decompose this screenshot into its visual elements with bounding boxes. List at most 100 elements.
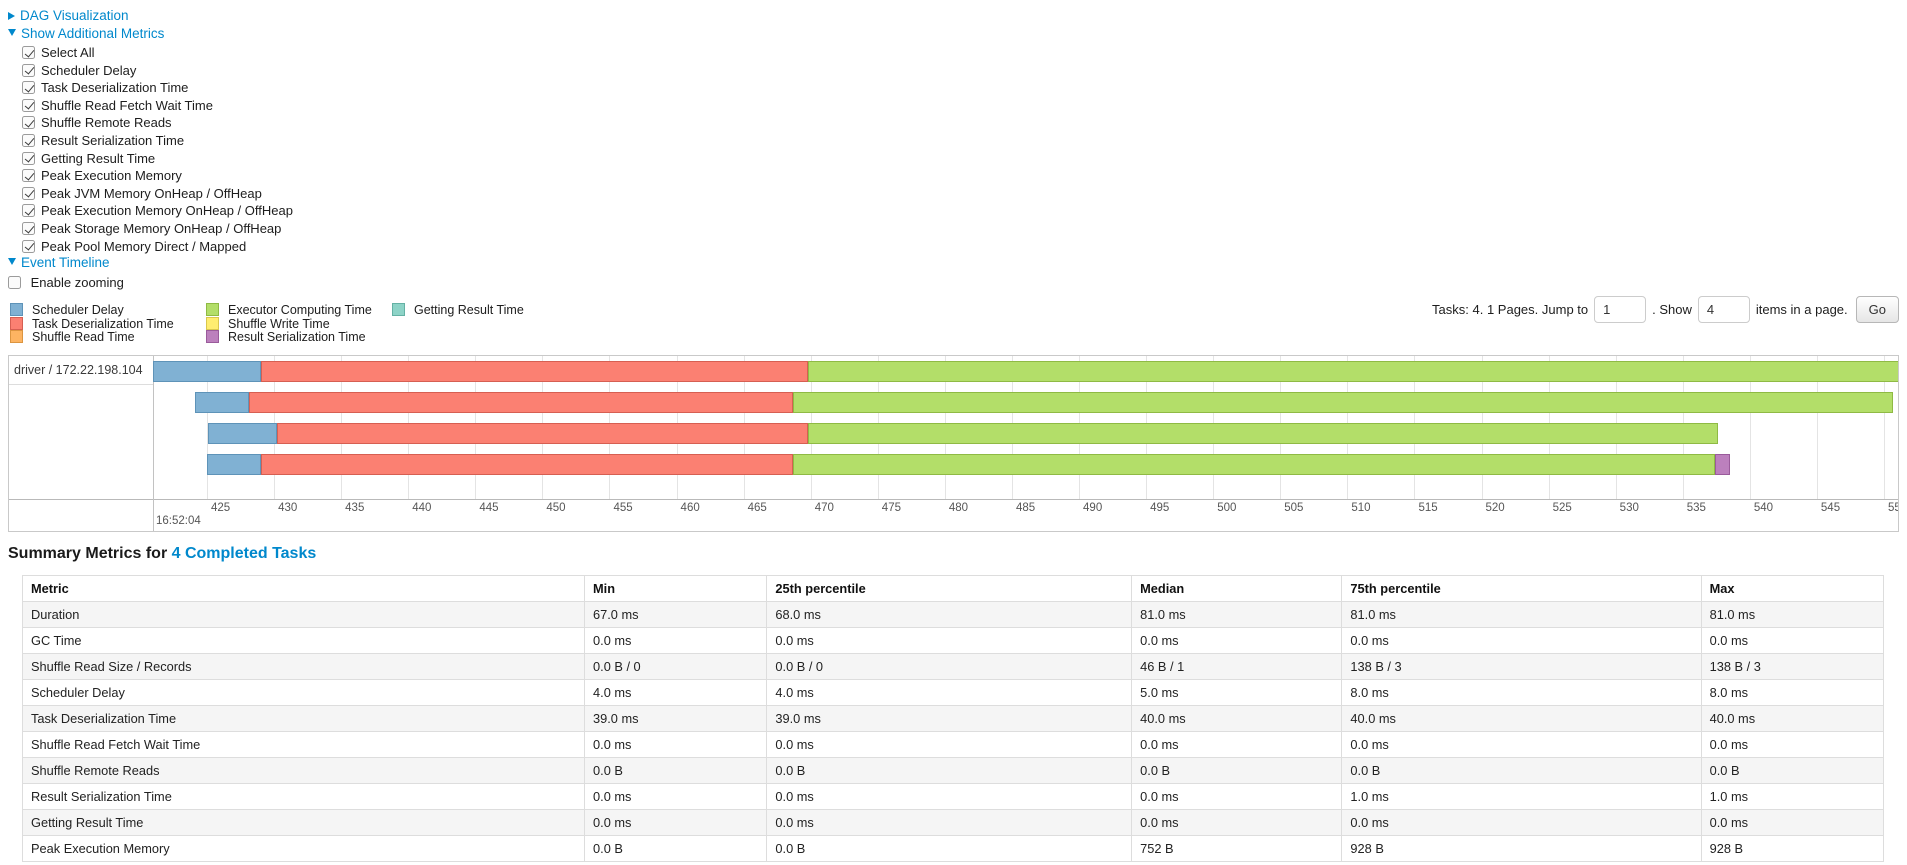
legend-swatch-icon	[392, 303, 405, 317]
jump-to-page-input[interactable]	[1594, 296, 1647, 324]
metric-option-peak-execution-memory-onheap-offheap[interactable]: Peak Execution Memory OnHeap / OffHeap	[22, 201, 1899, 219]
metric-checkbox-peak-execution-memory-onheap-offheap[interactable]	[22, 204, 35, 218]
enable-zooming-option[interactable]: Enable zooming	[8, 273, 1899, 290]
legend-label: Result Serialization Time	[228, 330, 366, 345]
legend-item-shuffle-read-time: Shuffle Read Time	[10, 330, 206, 344]
metric-row-scheduler-delay: Scheduler Delay 4.0 ms 4.0 ms 5.0 ms 8.0 ms 8…	[21, 679, 1885, 707]
task-bar-segment-task-deserialization	[260, 361, 809, 383]
metric-row-duration: Duration 67.0 ms 68.0 ms 81.0 ms 81.0 ms 81.0…	[21, 601, 1885, 629]
timeline-tick-label: 470	[814, 502, 834, 515]
metric-value-cell: 928 B	[1700, 835, 1885, 863]
show-additional-metrics-toggle[interactable]: Show Additional Metrics	[8, 25, 1899, 43]
metric-checkbox-shuffle-read-fetch-wait-time[interactable]	[22, 98, 35, 112]
metric-value-cell: 0.0 B	[766, 835, 1133, 863]
metric-checkbox-scheduler-delay[interactable]	[22, 63, 35, 77]
metric-value-cell: 81.0 ms	[1700, 601, 1885, 629]
legend-swatch-icon	[206, 330, 219, 344]
items-per-page-suffix: items in a page.	[1755, 302, 1848, 318]
expanded-arrow-icon	[8, 29, 16, 36]
metric-value-cell: 928 B	[1341, 835, 1702, 863]
metric-name-cell: Task Deserialization Time	[21, 705, 586, 733]
metric-checkbox-peak-execution-memory[interactable]	[22, 169, 35, 183]
metric-value-cell: 0.0 ms	[584, 731, 768, 759]
metric-checkbox-label: Result Serialization Time	[41, 132, 185, 148]
metric-value-cell: 0.0 ms	[1341, 627, 1702, 655]
metric-checkbox-shuffle-remote-reads[interactable]	[22, 116, 35, 130]
additional-metrics-checkbox-list: Select All Scheduler Delay Task Deserializ…	[22, 43, 1899, 254]
metric-value-cell: 0.0 B / 0	[584, 653, 768, 681]
metric-checkbox-peak-pool-memory-direct-mapped[interactable]	[22, 239, 35, 253]
summary-metrics-title-text: Summary Metrics for	[8, 545, 172, 563]
timeline-tick-label: 535	[1686, 502, 1706, 515]
timeline-gridline	[1749, 356, 1751, 500]
timeline-tick-label: 495	[1150, 502, 1170, 515]
metric-value-cell: 0.0 ms	[1700, 809, 1885, 837]
legend-item-task-deserialization-time: Task Deserialization Time	[10, 316, 206, 331]
metric-checkbox-peak-storage-memory-onheap-offheap[interactable]	[22, 222, 35, 235]
timeline-tick-label: 485	[1015, 502, 1036, 515]
summary-metrics-title: Summary Metrics for 4 Completed Tasks	[8, 545, 1899, 563]
dag-visualization-label: DAG Visualization	[20, 8, 129, 23]
metric-option-shuffle-read-fetch-wait-time[interactable]: Shuffle Read Fetch Wait Time	[22, 96, 1899, 114]
metric-checkbox-label: Shuffle Read Fetch Wait Time	[41, 97, 213, 113]
metric-value-cell: 4.0 ms	[584, 679, 768, 707]
task-bar-segment-executor-computing	[793, 392, 1894, 414]
timeline-label-divider	[153, 356, 154, 532]
metric-checkbox-result-serialization-time[interactable]	[22, 134, 35, 148]
timeline-tick-label: 450	[546, 502, 566, 515]
metric-value-cell: 0.0 B / 0	[766, 653, 1133, 681]
column-header-max: Max	[1700, 575, 1885, 603]
items-per-page-input[interactable]	[1697, 296, 1750, 324]
metric-value-cell: 0.0 ms	[766, 627, 1133, 655]
metric-option-scheduler-delay[interactable]: Scheduler Delay	[22, 61, 1899, 79]
timeline-tick-label: 475	[881, 502, 901, 515]
metric-checkbox-label: Peak Execution Memory OnHeap / OffHeap	[41, 203, 293, 219]
completed-tasks-link[interactable]: 4 Completed Tasks	[171, 545, 317, 563]
metric-name-cell: Result Serialization Time	[21, 783, 586, 811]
metric-option-peak-jvm-memory-onheap-offheap[interactable]: Peak JVM Memory OnHeap / OffHeap	[22, 184, 1899, 202]
metric-option-task-deserialization-time[interactable]: Task Deserialization Time	[22, 78, 1899, 96]
metric-option-getting-result-time[interactable]: Getting Result Time	[22, 149, 1899, 167]
metric-checkbox-label: Peak JVM Memory OnHeap / OffHeap	[41, 185, 262, 201]
event-timeline-toggle[interactable]: Event Timeline	[8, 254, 1899, 272]
metric-checkbox-label: Scheduler Delay	[41, 62, 137, 78]
legend-label: Getting Result Time	[414, 303, 524, 318]
metric-option-shuffle-remote-reads[interactable]: Shuffle Remote Reads	[22, 113, 1899, 131]
metric-value-cell: 0.0 B	[584, 757, 768, 785]
timeline-tick-label: 445	[479, 502, 499, 515]
metric-option-result-serialization-time[interactable]: Result Serialization Time	[22, 131, 1899, 149]
metric-value-cell: 0.0 ms	[766, 731, 1133, 759]
metric-name-cell: Shuffle Remote Reads	[21, 757, 586, 785]
metric-value-cell: 8.0 ms	[1700, 679, 1885, 707]
metric-value-cell: 40.0 ms	[1341, 705, 1702, 733]
legend-swatch-icon	[10, 303, 23, 317]
task-bar-segment-result-serialization	[1714, 454, 1730, 476]
timeline-tick-label: 465	[747, 502, 767, 515]
metric-option-select-all[interactable]: Select All	[22, 43, 1899, 61]
task-bar-segment-task-deserialization	[260, 454, 794, 476]
metric-checkbox-label: Select All	[41, 44, 95, 60]
go-button[interactable]: Go	[1855, 296, 1899, 324]
metric-checkbox-peak-jvm-memory-onheap-offheap[interactable]	[22, 186, 35, 200]
enable-zooming-checkbox[interactable]	[8, 276, 21, 290]
metric-checkbox-task-deserialization-time[interactable]	[22, 81, 35, 95]
timeline-gridline	[1884, 356, 1885, 500]
metric-checkbox-select-all[interactable]	[22, 46, 35, 60]
metric-option-peak-execution-memory[interactable]: Peak Execution Memory	[22, 166, 1899, 184]
expanded-arrow-icon	[8, 258, 16, 266]
metric-row-getting-result-time: Getting Result Time 0.0 ms 0.0 ms 0.0 ms 0.0…	[21, 809, 1885, 837]
timeline-tick-label: 505	[1284, 502, 1304, 515]
metric-option-peak-storage-memory-onheap-offheap[interactable]: Peak Storage Memory OnHeap / OffHeap	[22, 219, 1899, 237]
metric-option-peak-pool-memory-direct-mapped[interactable]: Peak Pool Memory Direct / Mapped	[22, 237, 1899, 255]
legend-column: Scheduler Delay Task Deserialization Time…	[10, 303, 206, 344]
task-bar-segment-executor-computing	[808, 361, 1898, 383]
metric-value-cell: 0.0 ms	[1341, 731, 1702, 759]
table-header-row: Metric Min 25th percentile Median 75th perce…	[21, 575, 1885, 603]
event-timeline-label: Event Timeline	[21, 255, 110, 271]
metric-value-cell: 40.0 ms	[1131, 705, 1343, 733]
dag-visualization-toggle[interactable]: DAG Visualization	[8, 7, 1899, 25]
metric-checkbox-getting-result-time[interactable]	[22, 151, 35, 165]
legend-item-scheduler-delay: Scheduler Delay	[10, 303, 206, 317]
event-timeline-chart: 425 430 435 440 445 450 455 460 465 470 475 480 485 4…	[8, 355, 1899, 533]
metric-value-cell: 0.0 B	[766, 757, 1133, 785]
